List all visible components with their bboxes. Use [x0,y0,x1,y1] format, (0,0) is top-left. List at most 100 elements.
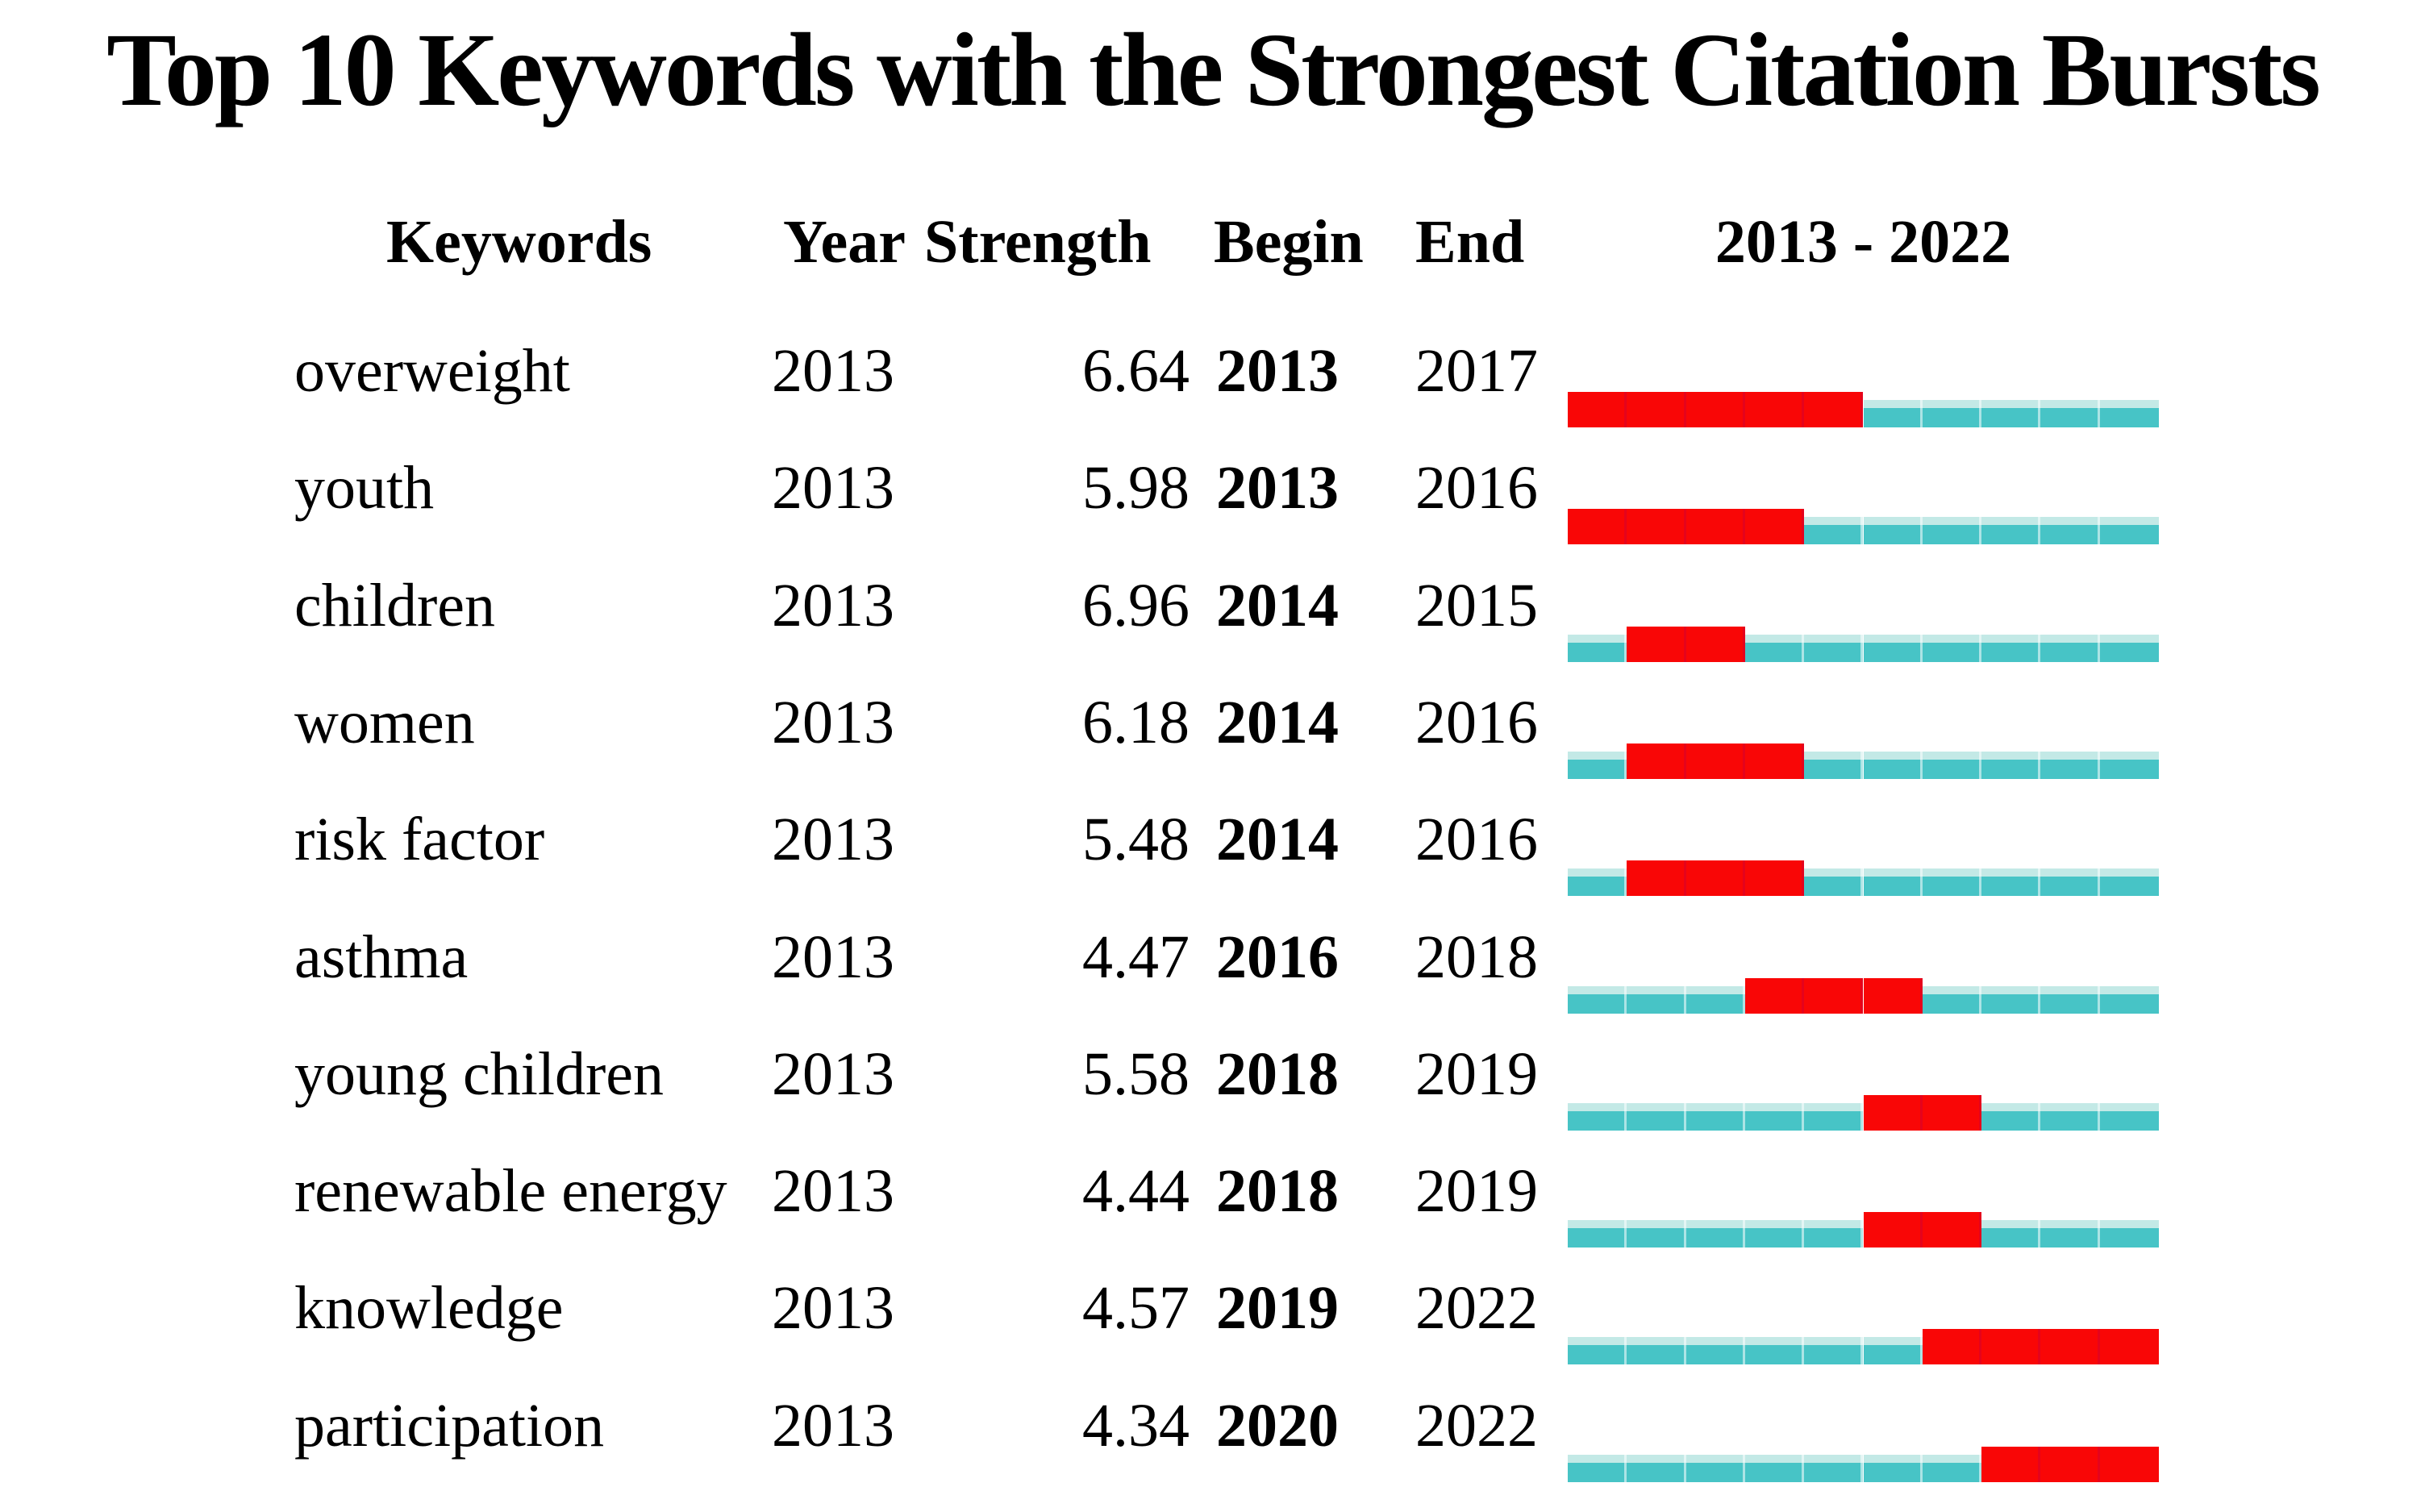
end-cell: 2018 [1415,923,1538,991]
table-row: youth 2013 5.98 2013 2016 [0,429,2425,547]
year-segment-burst [1685,626,1745,662]
table-row: participation 2013 4.34 2020 2022 [0,1367,2425,1485]
keyword-cell: asthma [294,923,469,991]
begin-cell: 2018 [1216,1157,1339,1226]
year-segment-base [1804,1454,1864,1482]
strength-cell: 5.48 [1082,806,1190,874]
strength-cell: 4.44 [1082,1157,1190,1226]
year-cell: 2013 [772,337,894,405]
keyword-cell: knowledge [294,1274,564,1343]
year-segment-base [1804,751,1864,779]
end-cell: 2016 [1415,688,1538,756]
burst-timeline-bar [1568,664,2161,781]
year-segment-base [1568,751,1627,779]
burst-timeline-bar [1568,1015,2161,1133]
year-segment-burst [1685,509,1745,545]
year-segment-base [1981,751,2041,779]
table-row: renewable energy 2013 4.44 2018 2019 [0,1132,2425,1250]
year-segment-base [2099,1220,2159,1248]
year-segment-base [1922,868,1982,897]
keyword-cell: children [294,571,496,639]
year-segment-burst [2099,1446,2159,1482]
year-cell: 2013 [772,1157,894,1226]
year-segment-base [1627,1337,1686,1365]
burst-timeline-bar [1568,1249,2161,1367]
end-cell: 2019 [1415,1157,1538,1226]
end-cell: 2016 [1415,806,1538,874]
year-segment-base [1804,1337,1864,1365]
column-header-period: 2013 - 2022 [1715,208,2012,276]
year-segment-base [2099,517,2159,545]
year-segment-base [1568,868,1627,897]
year-segment-base [2099,634,2159,662]
year-segment-base [1804,1220,1864,1248]
year-segment-burst [1863,1212,1923,1248]
year-segment-base [1863,400,1923,427]
burst-timeline-bar [1568,781,2161,898]
strength-cell: 5.98 [1082,454,1190,523]
end-cell: 2015 [1415,571,1538,639]
year-segment-base [1981,985,2041,1014]
year-segment-base [1922,634,1982,662]
year-cell: 2013 [772,454,894,523]
begin-cell: 2014 [1216,806,1339,874]
year-segment-burst [1685,860,1745,897]
keyword-cell: participation [294,1391,605,1460]
year-segment-burst [1863,977,1923,1014]
year-segment-burst [1922,1329,1982,1365]
year-segment-base [1922,985,1982,1014]
year-segment-base [1744,1454,1805,1482]
keyword-cell: women [294,688,475,756]
year-segment-base [2099,1102,2159,1131]
year-segment-base [1744,634,1805,662]
year-segment-base [1744,1220,1805,1248]
year-segment-base [1685,1454,1745,1482]
year-segment-base [1685,1102,1745,1131]
year-segment-base [1568,985,1627,1014]
year-segment-burst [1863,1094,1923,1131]
table-row: knowledge 2013 4.57 2019 2022 [0,1249,2425,1367]
year-segment-base [1863,1337,1923,1365]
year-segment-burst [1922,1094,1982,1131]
year-segment-base [1568,1454,1627,1482]
year-segment-burst [1804,392,1864,427]
column-header-keywords: Keywords [386,208,652,276]
year-segment-burst [1685,743,1745,779]
strength-cell: 6.18 [1082,688,1190,756]
year-segment-burst [1685,392,1745,427]
begin-cell: 2014 [1216,688,1339,756]
year-cell: 2013 [772,923,894,991]
year-segment-base [1685,985,1745,1014]
year-segment-burst [1568,509,1627,545]
year-cell: 2013 [772,806,894,874]
keyword-cell: risk factor [294,806,545,874]
year-cell: 2013 [772,1274,894,1343]
year-cell: 2013 [772,1039,894,1108]
table-row: children 2013 6.96 2014 2015 [0,547,2425,664]
year-segment-base [2040,400,2100,427]
year-segment-base [1922,517,1982,545]
year-segment-base [1685,1220,1745,1248]
year-segment-base [1627,1454,1686,1482]
column-header-begin: Begin [1214,208,1364,276]
year-segment-base [1627,1220,1686,1248]
year-segment-burst [1744,743,1805,779]
strength-cell: 4.57 [1082,1274,1190,1343]
year-segment-base [1922,751,1982,779]
year-segment-burst [1981,1329,2041,1365]
year-cell: 2013 [772,1391,894,1460]
keyword-cell: overweight [294,337,570,405]
table-row: risk factor 2013 5.48 2014 2016 [0,781,2425,898]
year-segment-burst [1627,509,1686,545]
keyword-cell: young children [294,1039,665,1108]
year-segment-base [1804,868,1864,897]
begin-cell: 2013 [1216,337,1339,405]
year-segment-base [2099,985,2159,1014]
year-segment-burst [1744,977,1805,1014]
year-segment-base [1744,1102,1805,1131]
burst-timeline-bar [1568,312,2161,430]
burst-timeline-bar [1568,1132,2161,1250]
year-segment-burst [1744,392,1805,427]
strength-cell: 4.34 [1082,1391,1190,1460]
